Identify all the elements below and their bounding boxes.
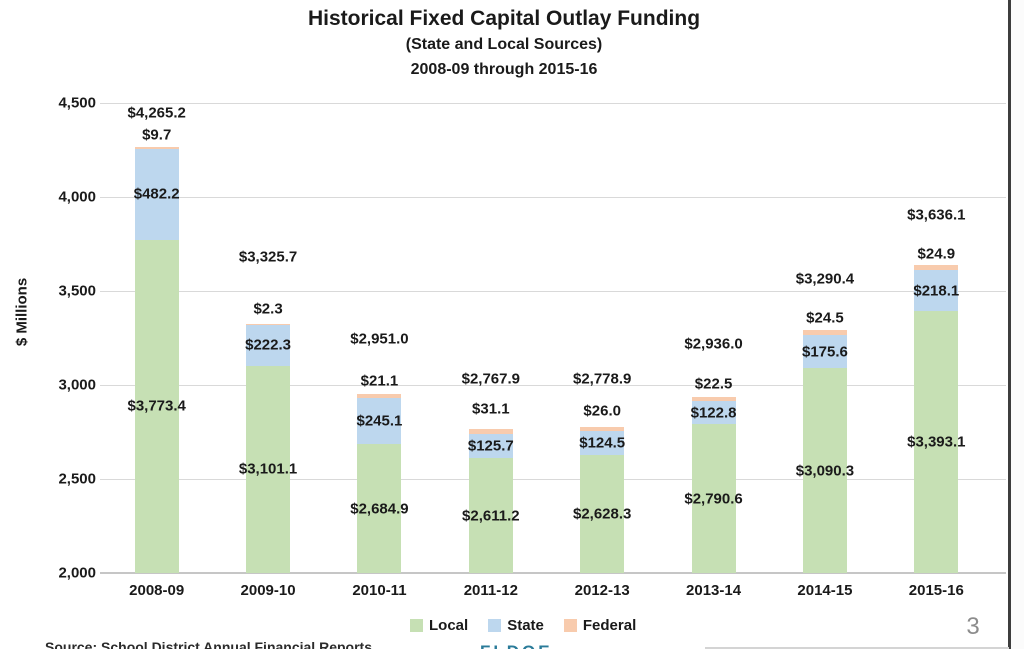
label-state-value: $245.1 [356, 412, 403, 430]
label-total-value: $3,325.7 [238, 248, 298, 266]
chart-subtitle: (State and Local Sources) [405, 36, 603, 53]
gridline [100, 103, 1006, 104]
label-local-value: $3,773.4 [127, 397, 186, 415]
label-local-value: $3,090.3 [795, 462, 855, 479]
label-state-value: $175.6 [801, 343, 848, 361]
right-margin [1011, 0, 1024, 649]
gridline [100, 197, 1006, 198]
gridline [100, 479, 1006, 480]
fldoe-logo: FLDOE [480, 642, 553, 649]
x-axis-label: 2009-10 [240, 582, 296, 599]
bar-segment-federal [914, 265, 959, 271]
bar-segment-federal [468, 428, 513, 435]
y-tick-label: 2,500 [58, 470, 96, 488]
x-axis-label: 2010-11 [352, 582, 407, 599]
label-local-value: $3,101.1 [238, 460, 298, 478]
bar-segment-federal [246, 323, 291, 325]
label-state-value: $222.3 [245, 336, 292, 354]
label-state-value: $122.8 [690, 404, 737, 422]
bar-segment-federal [134, 147, 179, 149]
bar-segment-state [246, 324, 291, 366]
gridline [100, 291, 1006, 292]
bar-segment-state [580, 431, 625, 455]
label-local-value: $2,628.3 [572, 505, 632, 523]
bottom-edge-line [705, 647, 1009, 649]
x-axis-label: 2014-15 [797, 582, 853, 599]
label-total-value: $2,951.0 [350, 330, 409, 348]
label-local-value: $2,684.9 [350, 500, 409, 518]
label-total-value: $3,636.1 [907, 206, 966, 224]
bar-segment-federal [357, 394, 402, 399]
chart-legend: Local State Federal [410, 617, 636, 634]
y-tick-label: 2,000 [58, 564, 96, 582]
legend-swatch-state [488, 619, 502, 632]
label-local-value: $2,611.2 [462, 507, 520, 525]
bar-segment-federal [802, 330, 847, 335]
x-axis-label: 2011-12 [463, 582, 518, 599]
legend-item-federal: Federal [563, 617, 637, 634]
bar-segment-local [134, 239, 179, 573]
y-tick-label: 4,000 [58, 188, 96, 206]
legend-label: Local [429, 617, 469, 634]
label-total-value: $2,778.9 [572, 370, 632, 388]
legend-label: State [507, 617, 544, 634]
source-note: Source: School District Annual Financial… [45, 639, 372, 649]
bar-segment-state [802, 335, 847, 368]
bar-segment-local [357, 444, 402, 573]
label-federal-value: $22.5 [694, 375, 733, 393]
bar-segment-state [914, 270, 959, 312]
label-federal-value: $2.3 [253, 300, 283, 318]
bar-segment-state [357, 398, 402, 445]
page-number: 3 [966, 613, 980, 640]
bar-segment-local [246, 365, 291, 573]
label-total-value: $2,936.0 [684, 335, 743, 353]
label-total-value: $4,265.2 [127, 104, 186, 122]
label-local-value: $3,393.1 [907, 433, 966, 451]
bar-segment-local [468, 458, 513, 573]
bar-segment-federal [691, 397, 736, 402]
label-federal-value: $24.5 [806, 309, 844, 327]
legend-label: Federal [582, 617, 637, 634]
x-axis-label: 2013-14 [686, 582, 742, 599]
bar-segment-federal [580, 426, 625, 432]
label-federal-value: $9.7 [142, 126, 172, 144]
chart-subtitle-range: 2008-09 through 2015-16 [410, 61, 598, 78]
x-axis-label: 2015-16 [908, 582, 964, 599]
gridline [100, 385, 1006, 386]
bar-segment-local [580, 454, 625, 573]
gridline [100, 572, 1006, 574]
legend-item-state: State [488, 617, 544, 634]
label-state-value: $218.1 [913, 282, 960, 300]
bar-segment-state [691, 401, 736, 425]
label-state-value: $125.7 [467, 437, 514, 455]
bar-segment-local [914, 311, 959, 573]
legend-item-local: Local [410, 617, 468, 634]
y-tick-label: 3,500 [58, 282, 96, 300]
label-state-value: $482.2 [133, 185, 180, 203]
page-edge-line [1008, 0, 1011, 649]
label-state-value: $124.5 [579, 434, 626, 452]
label-federal-value: $21.1 [360, 372, 399, 390]
x-axis-label: 2012-13 [574, 582, 630, 599]
chart-title: Historical Fixed Capital Outlay Funding [307, 7, 701, 30]
legend-swatch-local [410, 619, 423, 632]
bar-segment-state [134, 148, 179, 240]
label-local-value: $2,790.6 [684, 490, 743, 508]
chart-title-block: Historical Fixed Capital Outlay Funding … [0, 5, 1008, 82]
label-total-value: $3,290.4 [795, 270, 855, 288]
label-federal-value: $26.0 [583, 402, 621, 420]
label-federal-value: $24.9 [917, 245, 956, 263]
y-axis-title: $ Millions [13, 277, 31, 347]
y-tick-label: 3,000 [58, 376, 96, 394]
y-tick-label: 4,500 [58, 94, 96, 112]
label-total-value: $2,767.9 [461, 370, 521, 388]
x-axis-label: 2008-09 [129, 582, 185, 599]
bar-segment-local [802, 368, 847, 573]
label-federal-value: $31.1 [472, 400, 510, 418]
bar-segment-state [468, 434, 513, 459]
legend-swatch-federal [563, 619, 577, 632]
bar-segment-local [691, 424, 736, 573]
